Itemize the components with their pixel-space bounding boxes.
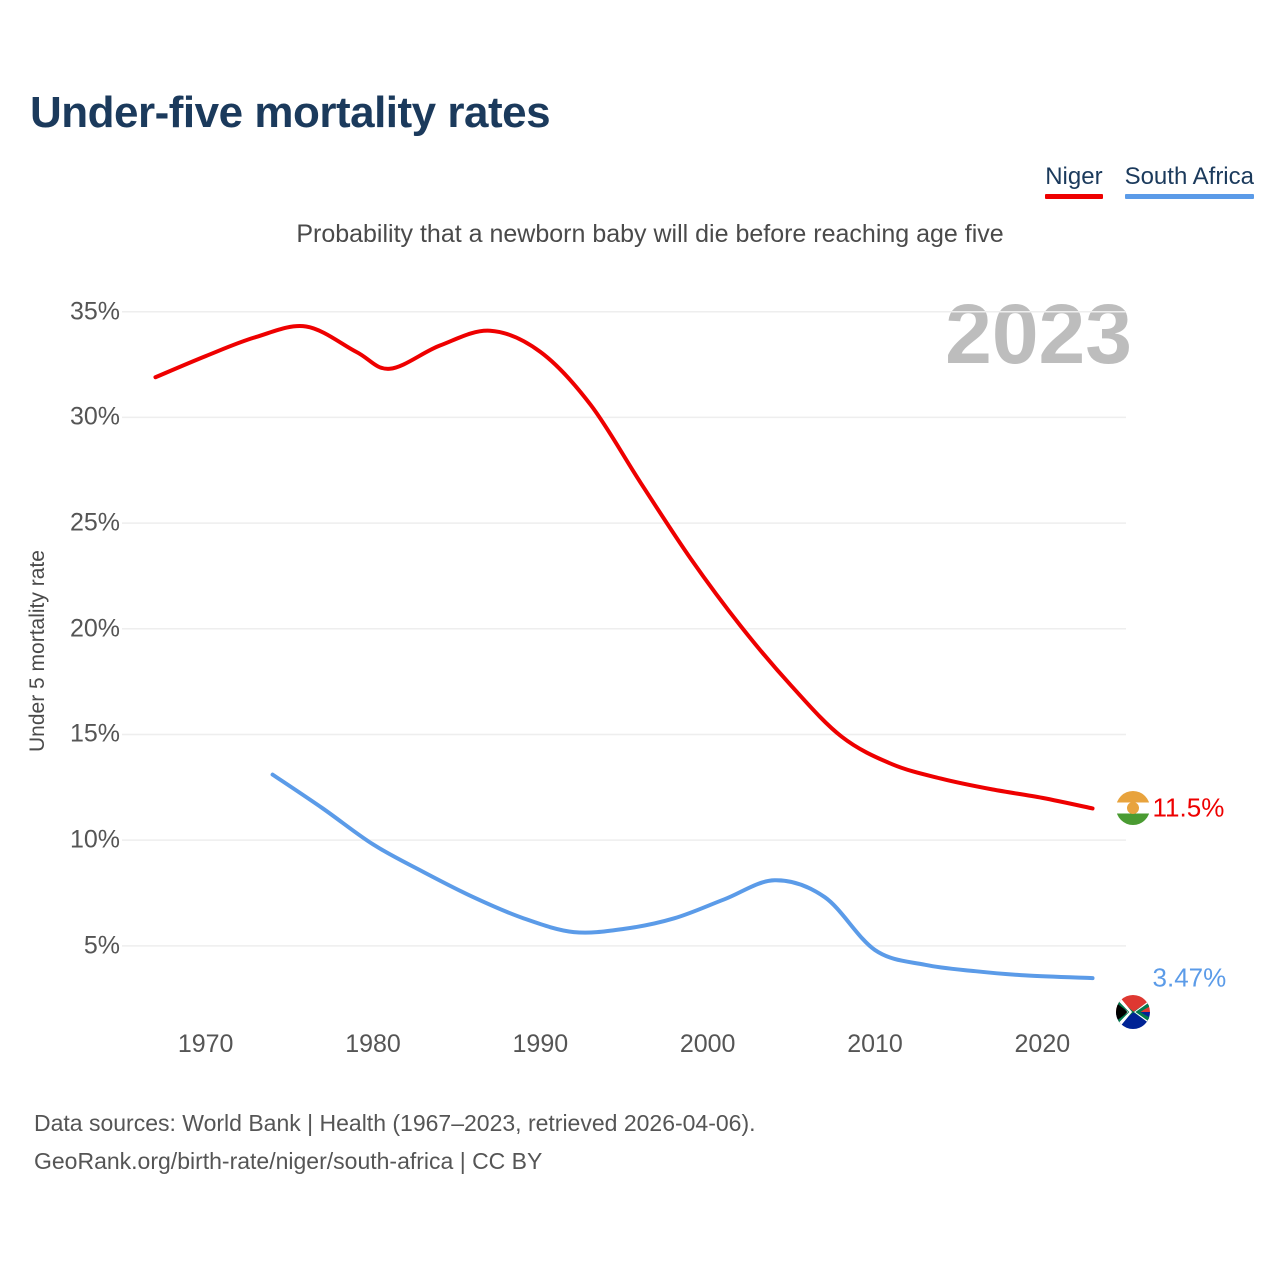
y-tick-label: 5%: [83, 931, 120, 960]
series-line-south-africa: [270, 772, 1095, 981]
x-tick-label: 2000: [679, 1030, 736, 1058]
series-line-niger: [153, 324, 1095, 811]
legend-swatch-south-africa-icon: [1124, 194, 1254, 199]
chart-legend: Niger South Africa: [1045, 163, 1254, 199]
y-tick-label: 20%: [69, 614, 120, 643]
x-tick-label: 1990: [512, 1030, 569, 1058]
page-title: Under-five mortality rates: [30, 88, 551, 137]
chart-subtitle: Probability that a newborn baby will die…: [296, 220, 1004, 248]
legend-item-niger[interactable]: Niger: [1045, 163, 1103, 199]
niger-end-value: 11.5%: [1152, 792, 1225, 823]
niger-flag-icon: [1115, 791, 1150, 826]
legend-item-label: South Africa: [1124, 163, 1254, 190]
y-tick-label: 25%: [69, 508, 120, 537]
footer-line-2: GeoRank.org/birth-rate/niger/south-afric…: [34, 1148, 543, 1174]
series-lines: [153, 324, 1095, 981]
legend-item-south-africa[interactable]: South Africa: [1124, 163, 1254, 199]
y-axis-title: Under 5 mortality rate: [26, 550, 49, 752]
y-tick-label: 30%: [69, 402, 120, 431]
south-africa-flag-icon: [1115, 995, 1150, 1030]
footer-line-1: Data sources: World Bank | Health (1967–…: [34, 1110, 756, 1136]
y-tick-label: 15%: [69, 719, 120, 748]
footer-sources: Data sources: World Bank | Health (1967–…: [34, 1104, 756, 1180]
x-tick-label: 1970: [177, 1030, 234, 1058]
legend-item-label: Niger: [1045, 163, 1103, 190]
gridlines: [122, 310, 1126, 947]
x-tick-label: 2010: [847, 1030, 903, 1058]
y-tick-label: 10%: [69, 825, 120, 854]
x-tick-label: 1980: [345, 1030, 401, 1058]
y-tick-label: 35%: [69, 297, 120, 326]
year-watermark: 2023: [945, 287, 1132, 381]
x-tick-label: 2020: [1014, 1030, 1071, 1058]
south-africa-end-value: 3.47%: [1152, 962, 1227, 993]
legend-swatch-niger-icon: [1045, 194, 1103, 199]
